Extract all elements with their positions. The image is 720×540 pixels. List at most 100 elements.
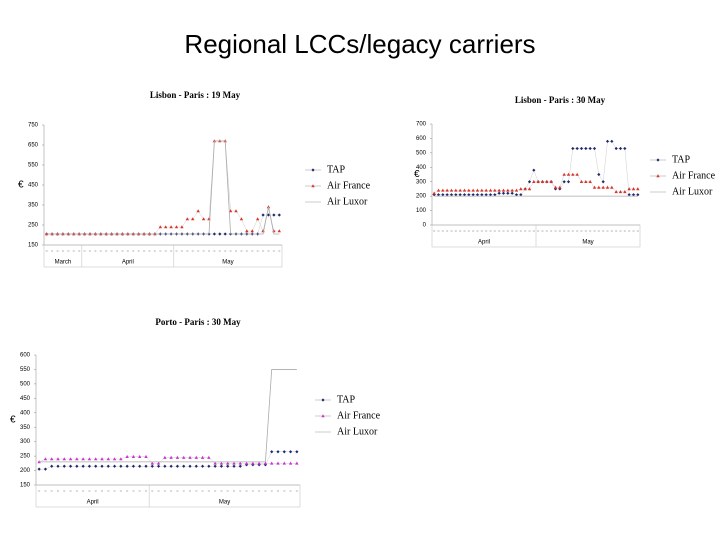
air-france-marker bbox=[56, 457, 60, 461]
air-france-marker bbox=[251, 461, 255, 465]
air-france-marker bbox=[497, 188, 501, 192]
x-group-label: May bbox=[582, 240, 593, 246]
air-france-marker bbox=[592, 185, 597, 189]
y-tick-label: 150 bbox=[20, 483, 31, 489]
legend-label: Air Luxor bbox=[337, 426, 378, 437]
y-tick-label: 700 bbox=[416, 122, 427, 128]
air-france-marker bbox=[536, 179, 540, 184]
air-france-marker bbox=[213, 461, 217, 465]
y-tick-label: 350 bbox=[20, 425, 31, 431]
air-france-marker bbox=[445, 188, 449, 192]
tap-marker bbox=[532, 168, 536, 172]
x-group-label: April bbox=[87, 500, 99, 506]
tap-marker bbox=[575, 146, 579, 151]
air-france-marker bbox=[169, 455, 173, 459]
air-france-marker bbox=[138, 454, 142, 458]
tap-marker bbox=[514, 193, 519, 197]
air-france-marker bbox=[100, 457, 104, 461]
y-tick-label: 500 bbox=[20, 381, 31, 387]
air-france-marker bbox=[232, 461, 236, 465]
y-tick-label: 350 bbox=[28, 203, 39, 209]
tap-marker bbox=[436, 193, 441, 197]
air-france-marker bbox=[562, 172, 566, 176]
air-france-marker bbox=[263, 461, 268, 465]
x-label-box bbox=[43, 244, 283, 268]
air-france-marker bbox=[493, 188, 497, 192]
tap-marker bbox=[579, 146, 584, 151]
air-france-marker bbox=[81, 457, 85, 461]
air-france-marker bbox=[597, 185, 601, 189]
air-france-marker bbox=[631, 187, 636, 191]
tap-marker bbox=[169, 464, 173, 468]
tap-marker bbox=[223, 232, 227, 236]
tap-marker bbox=[484, 193, 488, 197]
air-france-marker bbox=[169, 225, 173, 229]
y-tick-label: 550 bbox=[20, 367, 31, 373]
air-france-marker bbox=[471, 188, 475, 192]
y-tick-label: 600 bbox=[416, 136, 427, 142]
y-tick-label: 300 bbox=[20, 439, 31, 445]
series-line bbox=[46, 214, 280, 235]
air-france-marker bbox=[553, 185, 558, 189]
legend-marker bbox=[656, 174, 660, 178]
tap-marker bbox=[112, 464, 117, 468]
air-france-marker bbox=[158, 225, 162, 229]
chart-title: Lisbon - Paris : 30 May bbox=[515, 95, 606, 105]
chart-title: Porto - Paris : 30 May bbox=[155, 317, 241, 327]
tap-marker bbox=[458, 193, 462, 197]
air-france-marker bbox=[245, 229, 249, 233]
tap-marker bbox=[156, 464, 161, 468]
tap-marker bbox=[68, 464, 73, 468]
y-tick-label: 400 bbox=[20, 410, 31, 416]
tap-marker bbox=[200, 464, 205, 468]
x-group-label: May bbox=[222, 260, 233, 266]
air-france-marker bbox=[514, 188, 519, 192]
y-axis-label: € bbox=[18, 180, 24, 191]
air-france-marker bbox=[163, 455, 167, 459]
tap-marker bbox=[182, 464, 186, 468]
tap-marker bbox=[131, 464, 136, 468]
air-france-marker bbox=[484, 188, 488, 192]
legend-label: Air France bbox=[337, 410, 381, 421]
y-tick-label: 200 bbox=[416, 194, 427, 200]
air-france-marker bbox=[239, 217, 244, 221]
air-france-marker bbox=[436, 188, 441, 192]
air-france-marker bbox=[182, 455, 186, 459]
air-france-marker bbox=[480, 188, 484, 192]
tap-marker bbox=[138, 464, 142, 468]
legend-marker bbox=[321, 414, 325, 418]
tap-marker bbox=[288, 450, 293, 454]
chart-title: Lisbon - Paris : 19 May bbox=[150, 90, 241, 100]
air-france-marker bbox=[150, 461, 154, 465]
air-france-marker bbox=[575, 172, 579, 176]
legend-label: Air Luxor bbox=[672, 186, 713, 197]
x-label-box bbox=[35, 484, 301, 508]
air-france-marker bbox=[112, 457, 117, 461]
air-france-marker bbox=[488, 188, 493, 192]
air-france-marker bbox=[194, 455, 198, 459]
air-france-marker bbox=[449, 188, 454, 192]
air-france-marker bbox=[131, 454, 136, 458]
tap-marker bbox=[144, 464, 148, 468]
air-france-marker bbox=[458, 188, 462, 192]
tap-marker bbox=[610, 139, 614, 143]
air-france-marker bbox=[50, 457, 54, 461]
air-france-marker bbox=[549, 179, 553, 184]
air-france-marker bbox=[175, 455, 180, 459]
air-france-marker bbox=[462, 188, 467, 192]
y-tick-label: 450 bbox=[28, 183, 39, 189]
air-france-marker bbox=[164, 225, 168, 229]
air-france-marker bbox=[75, 457, 79, 461]
tap-marker bbox=[501, 191, 506, 195]
air-france-marker bbox=[475, 188, 480, 192]
tap-marker bbox=[601, 180, 605, 184]
tap-marker bbox=[571, 146, 575, 151]
tap-marker bbox=[87, 464, 92, 468]
tap-marker bbox=[150, 464, 154, 468]
air-france-marker bbox=[527, 187, 532, 191]
air-france-marker bbox=[454, 188, 458, 192]
air-france-marker bbox=[250, 229, 254, 233]
y-tick-label: 250 bbox=[28, 223, 39, 229]
air-france-marker bbox=[200, 455, 205, 459]
air-france-marker bbox=[43, 457, 48, 461]
